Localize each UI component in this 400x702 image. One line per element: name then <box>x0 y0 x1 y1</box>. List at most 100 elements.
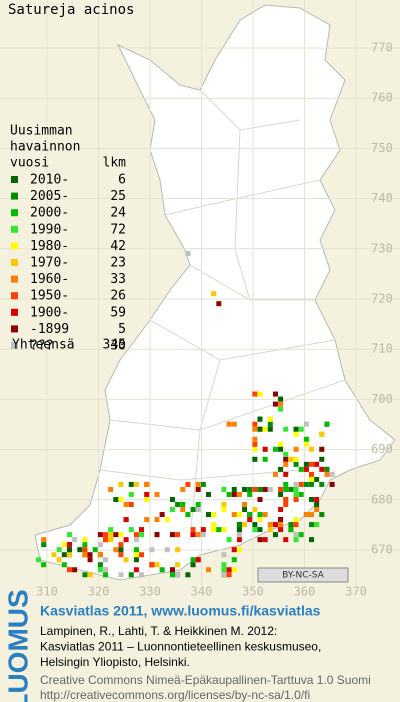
north-label: 760 <box>371 91 393 105</box>
occurrence-square <box>293 431 299 437</box>
occurrence-square <box>231 421 237 427</box>
occurrence-square <box>298 426 304 432</box>
occurrence-square <box>314 522 320 528</box>
occurrence-square <box>278 406 284 412</box>
occurrence-square <box>257 496 263 502</box>
occurrence-square <box>139 572 145 578</box>
occurrence-square <box>41 562 47 568</box>
legend-swatch <box>11 176 18 183</box>
occurrence-square <box>82 537 88 543</box>
occurrence-square <box>190 532 196 538</box>
occurrence-square <box>257 512 263 518</box>
occurrence-square <box>103 532 108 538</box>
occurrence-square <box>56 547 62 553</box>
occurrence-square <box>103 567 108 573</box>
east-label: 370 <box>345 585 367 599</box>
occurrence-square <box>257 517 263 523</box>
east-label: 310 <box>36 585 58 599</box>
occurrence-square <box>231 486 237 492</box>
occurrence-square <box>278 441 284 447</box>
occurrence-square <box>262 486 268 492</box>
occurrence-square <box>293 426 299 432</box>
occurrence-square <box>257 416 263 422</box>
occurrence-square <box>288 456 294 462</box>
occurrence-square <box>200 527 206 533</box>
occurrence-square <box>87 572 93 578</box>
occurrence-square <box>139 532 145 538</box>
occurrence-square <box>293 496 299 502</box>
occurrence-square <box>278 446 284 452</box>
occurrence-square <box>82 542 88 548</box>
occurrence-square <box>123 502 129 507</box>
occurrence-square <box>226 567 232 573</box>
legend-count: 59 <box>110 305 126 320</box>
legend-heading: vuosi <box>10 156 49 171</box>
occurrence-square <box>61 542 67 548</box>
legend-swatch <box>11 242 18 250</box>
occurrence-square <box>303 466 309 472</box>
legend-heading: havainnon <box>10 140 80 155</box>
occurrence-square <box>309 461 314 467</box>
occurrence-square <box>303 481 309 487</box>
legend-count: 42 <box>110 239 126 254</box>
occurrence-square <box>144 496 150 502</box>
legend-count: 23 <box>110 256 126 271</box>
occurrence-square <box>128 527 134 533</box>
legend-total-label: Yhteensä <box>12 338 75 353</box>
occurrence-square <box>236 522 242 528</box>
occurrence-square <box>278 466 284 472</box>
occurrence-square <box>123 537 129 543</box>
legend-swatch <box>11 342 18 349</box>
occurrence-square <box>252 507 258 513</box>
occurrence-square <box>175 572 181 578</box>
occurrence-square <box>175 547 181 553</box>
occurrence-square <box>139 552 145 558</box>
legend-count: 25 <box>110 189 126 204</box>
occurrence-square <box>288 522 294 528</box>
occurrence-square <box>309 446 314 452</box>
occurrence-square <box>278 401 284 407</box>
occurrence-square <box>319 431 325 437</box>
occurrence-square <box>231 512 237 518</box>
occurrence-square <box>97 562 103 568</box>
occurrence-square <box>128 502 134 507</box>
legend-count: 30 <box>110 339 126 354</box>
occurrence-square <box>118 572 124 578</box>
occurrence-square <box>293 522 299 528</box>
occurrence-square <box>314 496 320 502</box>
occurrence-square <box>82 547 88 553</box>
occurrence-square <box>252 522 258 528</box>
occurrence-square <box>154 532 160 538</box>
occurrence-square <box>329 471 335 477</box>
legend-count: 26 <box>110 289 126 304</box>
occurrence-square <box>66 532 72 538</box>
legend-label: 1990- <box>30 222 69 237</box>
occurrence-square <box>314 507 320 513</box>
occurrence-square <box>288 527 294 533</box>
occurrence-square <box>118 547 124 553</box>
occurrence-square <box>293 517 299 523</box>
north-label: 710 <box>371 342 393 356</box>
occurrence-square <box>283 471 289 477</box>
occurrence-square <box>206 567 211 573</box>
occurrence-square <box>169 507 175 513</box>
occurrence-square <box>257 391 263 397</box>
occurrence-square <box>36 557 42 563</box>
occurrence-square <box>267 527 273 533</box>
occurrence-square <box>267 421 273 427</box>
occurrence-square <box>77 547 83 553</box>
legend-label: -1899 <box>30 322 69 337</box>
occurrence-square <box>319 481 325 487</box>
occurrence-square <box>272 471 278 477</box>
east-label: 320 <box>88 585 110 599</box>
occurrence-square <box>298 481 304 487</box>
north-label: 740 <box>371 191 393 205</box>
occurrence-square <box>82 552 88 558</box>
occurrence-square <box>97 552 103 558</box>
occurrence-square <box>309 537 314 543</box>
occurrence-square <box>283 426 289 432</box>
occurrence-square <box>221 567 227 573</box>
occurrence-square <box>272 522 278 528</box>
occurrence-square <box>293 481 299 487</box>
